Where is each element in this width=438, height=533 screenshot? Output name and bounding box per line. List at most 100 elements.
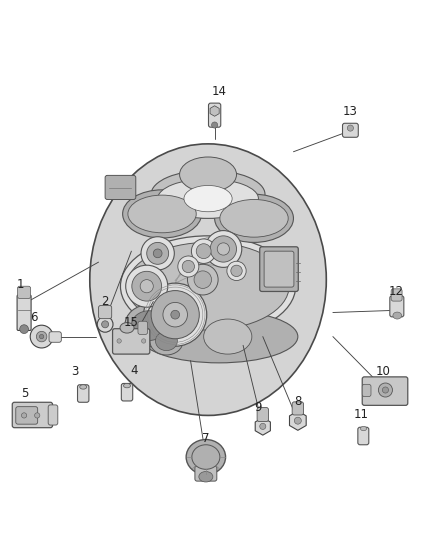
Polygon shape <box>255 418 270 435</box>
FancyBboxPatch shape <box>113 329 150 354</box>
Circle shape <box>231 265 242 277</box>
FancyBboxPatch shape <box>105 175 136 199</box>
FancyBboxPatch shape <box>257 408 268 422</box>
FancyBboxPatch shape <box>260 247 298 292</box>
Circle shape <box>30 325 53 348</box>
FancyBboxPatch shape <box>12 402 53 427</box>
Ellipse shape <box>151 170 265 219</box>
Circle shape <box>382 387 389 393</box>
FancyBboxPatch shape <box>17 295 31 330</box>
Circle shape <box>126 265 168 307</box>
Text: 13: 13 <box>343 106 358 118</box>
Circle shape <box>205 231 242 268</box>
Text: 11: 11 <box>354 408 369 421</box>
Text: 14: 14 <box>212 85 226 98</box>
Ellipse shape <box>184 185 232 212</box>
Text: 10: 10 <box>376 365 391 378</box>
Circle shape <box>347 125 353 131</box>
Circle shape <box>35 413 40 418</box>
FancyBboxPatch shape <box>390 296 404 317</box>
Circle shape <box>194 271 212 288</box>
Ellipse shape <box>360 426 367 431</box>
Circle shape <box>147 243 169 264</box>
Circle shape <box>163 302 187 327</box>
Circle shape <box>39 334 44 339</box>
FancyBboxPatch shape <box>358 427 369 445</box>
Circle shape <box>151 290 199 339</box>
Circle shape <box>144 283 207 346</box>
Text: 8: 8 <box>294 395 301 408</box>
Ellipse shape <box>212 122 218 128</box>
FancyBboxPatch shape <box>121 383 133 401</box>
Circle shape <box>153 249 162 258</box>
Ellipse shape <box>155 332 177 351</box>
Text: 3: 3 <box>72 365 79 378</box>
Ellipse shape <box>90 144 326 415</box>
Ellipse shape <box>150 327 183 355</box>
Ellipse shape <box>215 194 293 243</box>
FancyBboxPatch shape <box>391 289 402 301</box>
Ellipse shape <box>128 195 196 233</box>
Ellipse shape <box>180 157 237 192</box>
FancyBboxPatch shape <box>343 123 358 138</box>
Circle shape <box>196 244 211 259</box>
FancyBboxPatch shape <box>18 286 31 298</box>
Circle shape <box>21 413 27 418</box>
Circle shape <box>117 339 121 343</box>
Text: 2: 2 <box>101 295 109 308</box>
Ellipse shape <box>20 325 28 334</box>
Ellipse shape <box>192 445 220 469</box>
Circle shape <box>182 260 194 273</box>
Text: 7: 7 <box>202 432 210 445</box>
FancyBboxPatch shape <box>138 321 148 334</box>
Circle shape <box>260 423 266 430</box>
Circle shape <box>178 256 199 277</box>
Circle shape <box>97 317 113 332</box>
FancyBboxPatch shape <box>362 377 408 405</box>
Ellipse shape <box>140 310 298 363</box>
Text: 6: 6 <box>30 311 38 324</box>
Circle shape <box>132 271 162 301</box>
Text: 4: 4 <box>130 364 138 377</box>
Circle shape <box>187 264 218 295</box>
Ellipse shape <box>186 440 226 474</box>
Circle shape <box>140 280 153 293</box>
Ellipse shape <box>125 304 173 346</box>
Ellipse shape <box>120 236 296 336</box>
FancyBboxPatch shape <box>208 103 221 127</box>
Polygon shape <box>210 106 219 116</box>
Ellipse shape <box>127 243 289 330</box>
Ellipse shape <box>158 179 258 219</box>
Ellipse shape <box>123 190 201 238</box>
FancyBboxPatch shape <box>362 384 371 397</box>
Circle shape <box>227 261 246 280</box>
Circle shape <box>191 239 216 263</box>
Text: 15: 15 <box>124 316 139 329</box>
Circle shape <box>102 321 109 328</box>
Text: 12: 12 <box>389 285 404 298</box>
FancyBboxPatch shape <box>78 385 89 402</box>
FancyBboxPatch shape <box>49 332 61 342</box>
Ellipse shape <box>124 383 131 388</box>
Ellipse shape <box>204 319 252 354</box>
Ellipse shape <box>220 199 288 237</box>
Ellipse shape <box>199 472 213 482</box>
FancyBboxPatch shape <box>16 407 38 424</box>
Ellipse shape <box>80 385 87 389</box>
Ellipse shape <box>120 322 134 333</box>
Text: 9: 9 <box>254 401 262 414</box>
FancyBboxPatch shape <box>48 405 58 425</box>
FancyBboxPatch shape <box>99 305 112 319</box>
Circle shape <box>294 417 301 424</box>
Circle shape <box>141 237 174 270</box>
Text: 1: 1 <box>17 278 25 292</box>
Circle shape <box>36 332 47 342</box>
Circle shape <box>378 383 392 397</box>
FancyBboxPatch shape <box>264 251 294 287</box>
Ellipse shape <box>131 311 166 341</box>
Circle shape <box>217 243 230 255</box>
Ellipse shape <box>393 312 402 319</box>
FancyBboxPatch shape <box>292 402 304 415</box>
Circle shape <box>210 236 237 262</box>
Text: 5: 5 <box>21 387 28 400</box>
